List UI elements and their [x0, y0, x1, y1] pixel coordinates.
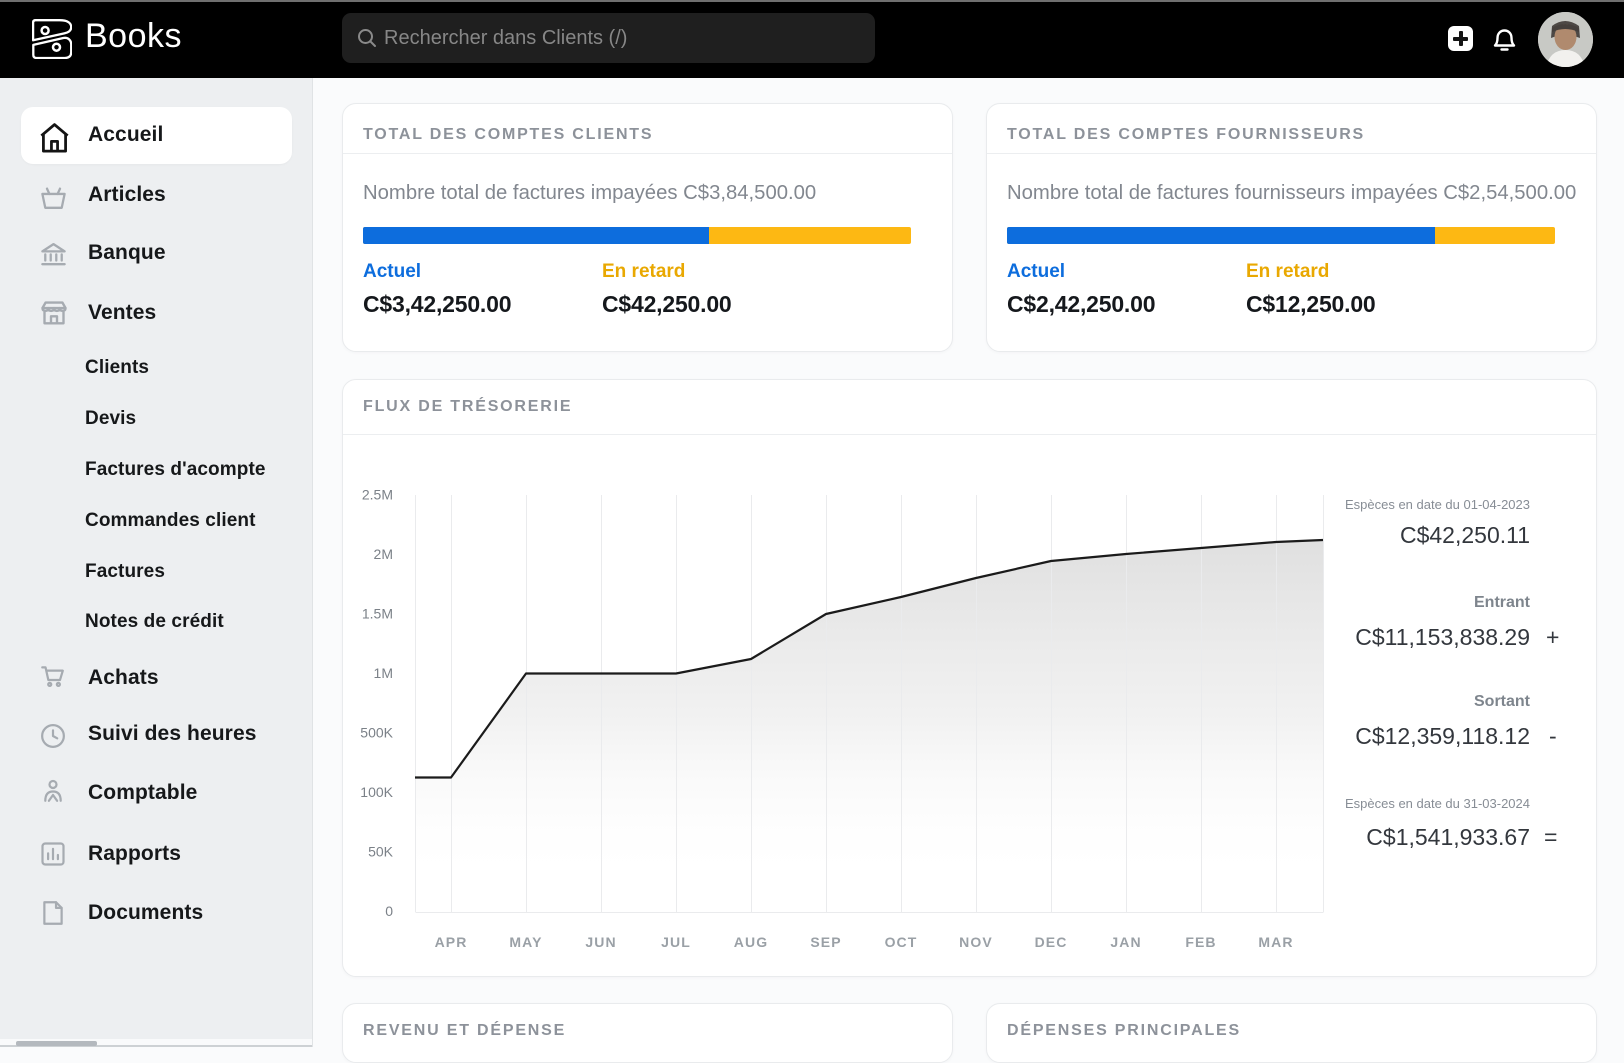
svg-text:DEC: DEC: [1035, 934, 1068, 950]
svg-text:50K: 50K: [368, 844, 394, 860]
svg-text:OCT: OCT: [885, 934, 918, 950]
svg-text:100K: 100K: [360, 784, 393, 800]
svg-text:FEB: FEB: [1185, 934, 1216, 950]
svg-text:JUN: JUN: [585, 934, 616, 950]
svg-text:2M: 2M: [374, 546, 393, 562]
svg-text:AUG: AUG: [734, 934, 768, 950]
svg-text:NOV: NOV: [959, 934, 993, 950]
svg-text:500K: 500K: [360, 725, 393, 741]
svg-text:SEP: SEP: [810, 934, 841, 950]
svg-text:1.5M: 1.5M: [362, 606, 393, 622]
svg-text:JUL: JUL: [661, 934, 691, 950]
svg-text:MAR: MAR: [1258, 934, 1293, 950]
svg-text:APR: APR: [435, 934, 468, 950]
svg-text:JAN: JAN: [1110, 934, 1141, 950]
svg-text:0: 0: [385, 903, 393, 919]
svg-text:MAY: MAY: [509, 934, 542, 950]
svg-text:1M: 1M: [374, 665, 393, 681]
svg-text:2.5M: 2.5M: [362, 487, 393, 503]
